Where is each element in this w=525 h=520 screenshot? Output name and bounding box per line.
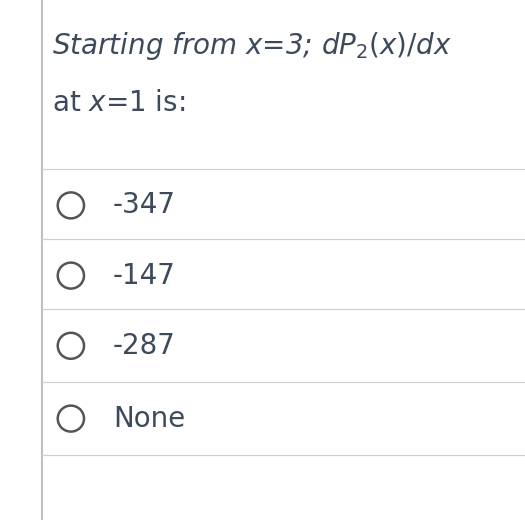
Text: -287: -287 — [113, 332, 176, 360]
Text: None: None — [113, 405, 185, 433]
Text: Starting from $x$=3; $dP_2(x)/dx$: Starting from $x$=3; $dP_2(x)/dx$ — [52, 30, 453, 62]
Text: -147: -147 — [113, 262, 176, 290]
Text: -347: -347 — [113, 191, 176, 219]
Text: at $x$=1 is:: at $x$=1 is: — [52, 89, 186, 117]
